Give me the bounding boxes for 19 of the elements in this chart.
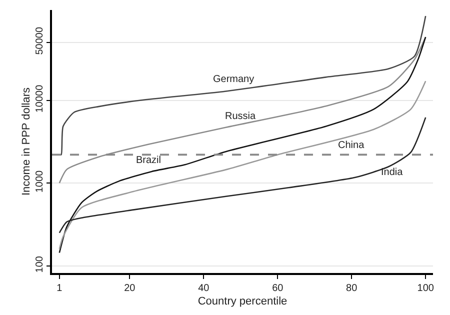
- x-axis-title: Country percentile: [198, 295, 288, 308]
- line-series: [58, 15, 426, 156]
- y-tick-label: 10000: [34, 84, 46, 113]
- series-label: Brazil: [136, 155, 162, 166]
- series-label: Russia: [225, 111, 256, 122]
- x-tick-label: 20: [124, 282, 136, 294]
- series-label: Germany: [213, 74, 254, 85]
- x-tick-label: 100: [417, 282, 434, 294]
- x-tick-label: 60: [272, 282, 284, 294]
- y-tick-label: 1000: [34, 170, 46, 193]
- series-label: China: [338, 140, 365, 151]
- series-label: India: [381, 167, 404, 178]
- x-tick-label: 40: [198, 282, 210, 294]
- x-tick-label: 1: [56, 282, 63, 294]
- x-tick-label: 80: [346, 282, 358, 294]
- y-tick-label: 100: [34, 256, 46, 273]
- line-series: [58, 36, 426, 254]
- y-tick-label: 50000: [34, 26, 46, 55]
- y-axis-title: Income in PPP dollars: [20, 87, 32, 196]
